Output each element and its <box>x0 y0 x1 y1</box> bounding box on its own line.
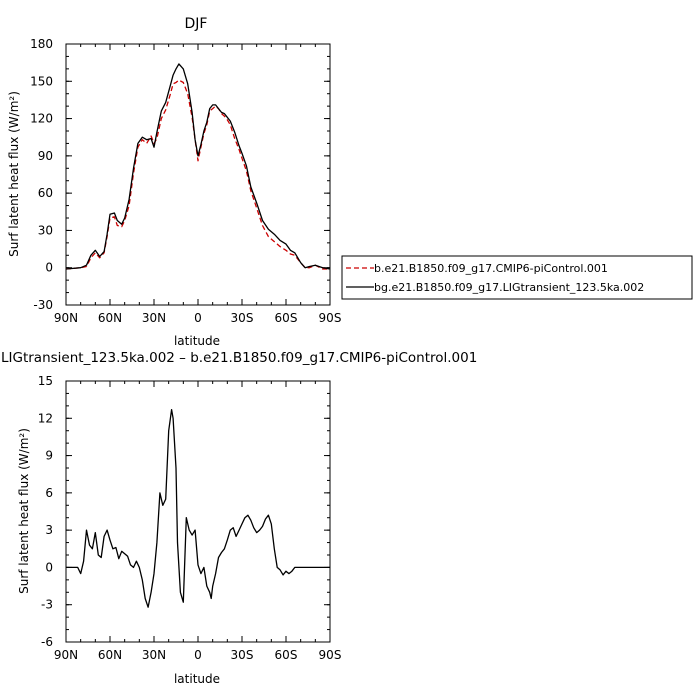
legend-box <box>341 255 693 300</box>
y-tick-label: 12 <box>38 411 53 425</box>
x-tick-label: 60N <box>98 648 122 662</box>
x-tick-label: 90N <box>54 311 78 325</box>
top-plot-frame <box>65 43 331 306</box>
bottom-y-axis-label: Surf latent heat flux (W/m²) <box>17 428 31 594</box>
legend-label-ligtransient: bg.e21.B1850.f09_g17.LIGtransient_123.5k… <box>374 281 644 294</box>
top-panel: DJF 90N 60N 30N 0 30S 60S 90S -30 0 30 60 90 120 150 1… <box>7 16 341 348</box>
y-tick-label: 90 <box>38 149 53 163</box>
legend: b.e21.B1850.f09_g17.CMIP6-piControl.001 … <box>341 255 693 300</box>
y-tick-label: 9 <box>45 449 53 463</box>
x-tick-label: 60N <box>98 311 122 325</box>
y-tick-label: -3 <box>41 598 53 612</box>
top-y-axis-label: Surf latent heat flux (W/m²) <box>7 91 21 257</box>
y-tick-label: 180 <box>30 37 53 51</box>
series-line-1-0 <box>66 408 330 608</box>
legend-label-picontrol: b.e21.B1850.f09_g17.CMIP6-piControl.001 <box>374 262 608 275</box>
top-chart-title: DJF <box>185 16 208 32</box>
x-tick-label: 90N <box>54 648 78 662</box>
y-tick-label: 0 <box>45 261 53 275</box>
top-series-lines <box>65 63 331 270</box>
y-tick-label: 0 <box>45 560 53 574</box>
y-tick-label: 15 <box>38 374 53 388</box>
y-tick-label: 3 <box>45 523 53 537</box>
bottom-chart-title: LIGtransient_123.5ka.002 – b.e21.B1850.f… <box>1 350 477 366</box>
y-tick-label: 6 <box>45 486 53 500</box>
x-tick-label: 0 <box>194 648 202 662</box>
y-tick-label: 150 <box>30 74 53 88</box>
x-tick-label: 30N <box>142 648 166 662</box>
y-tick-label: 30 <box>38 223 53 237</box>
top-axis-ticks: 90N 60N 30N 0 30S 60S 90S -30 0 30 60 90 120 150 180 <box>30 37 341 325</box>
x-tick-label: 0 <box>194 311 202 325</box>
x-tick-label: 90S <box>319 648 342 662</box>
series-line-0-1 <box>65 63 331 270</box>
x-tick-label: 60S <box>275 648 298 662</box>
bottom-plot-frame <box>65 380 331 643</box>
x-tick-label: 60S <box>275 311 298 325</box>
x-tick-label: 90S <box>319 311 342 325</box>
bottom-x-axis-label: latitude <box>174 672 220 686</box>
y-tick-label: 120 <box>30 112 53 126</box>
x-tick-label: 30S <box>231 311 254 325</box>
top-x-axis-label: latitude <box>174 334 220 348</box>
y-tick-label: -30 <box>33 298 53 312</box>
x-tick-label: 30N <box>142 311 166 325</box>
bottom-axis-ticks: 90N 60N 30N 0 30S 60S 90S -6 -3 0 3 6 9 12 15 <box>38 374 342 662</box>
x-tick-label: 30S <box>231 648 254 662</box>
bottom-series-lines <box>66 408 330 608</box>
y-tick-label: -6 <box>41 635 53 649</box>
bottom-panel: LIGtransient_123.5ka.002 – b.e21.B1850.f… <box>1 350 477 686</box>
y-tick-label: 60 <box>38 186 53 200</box>
